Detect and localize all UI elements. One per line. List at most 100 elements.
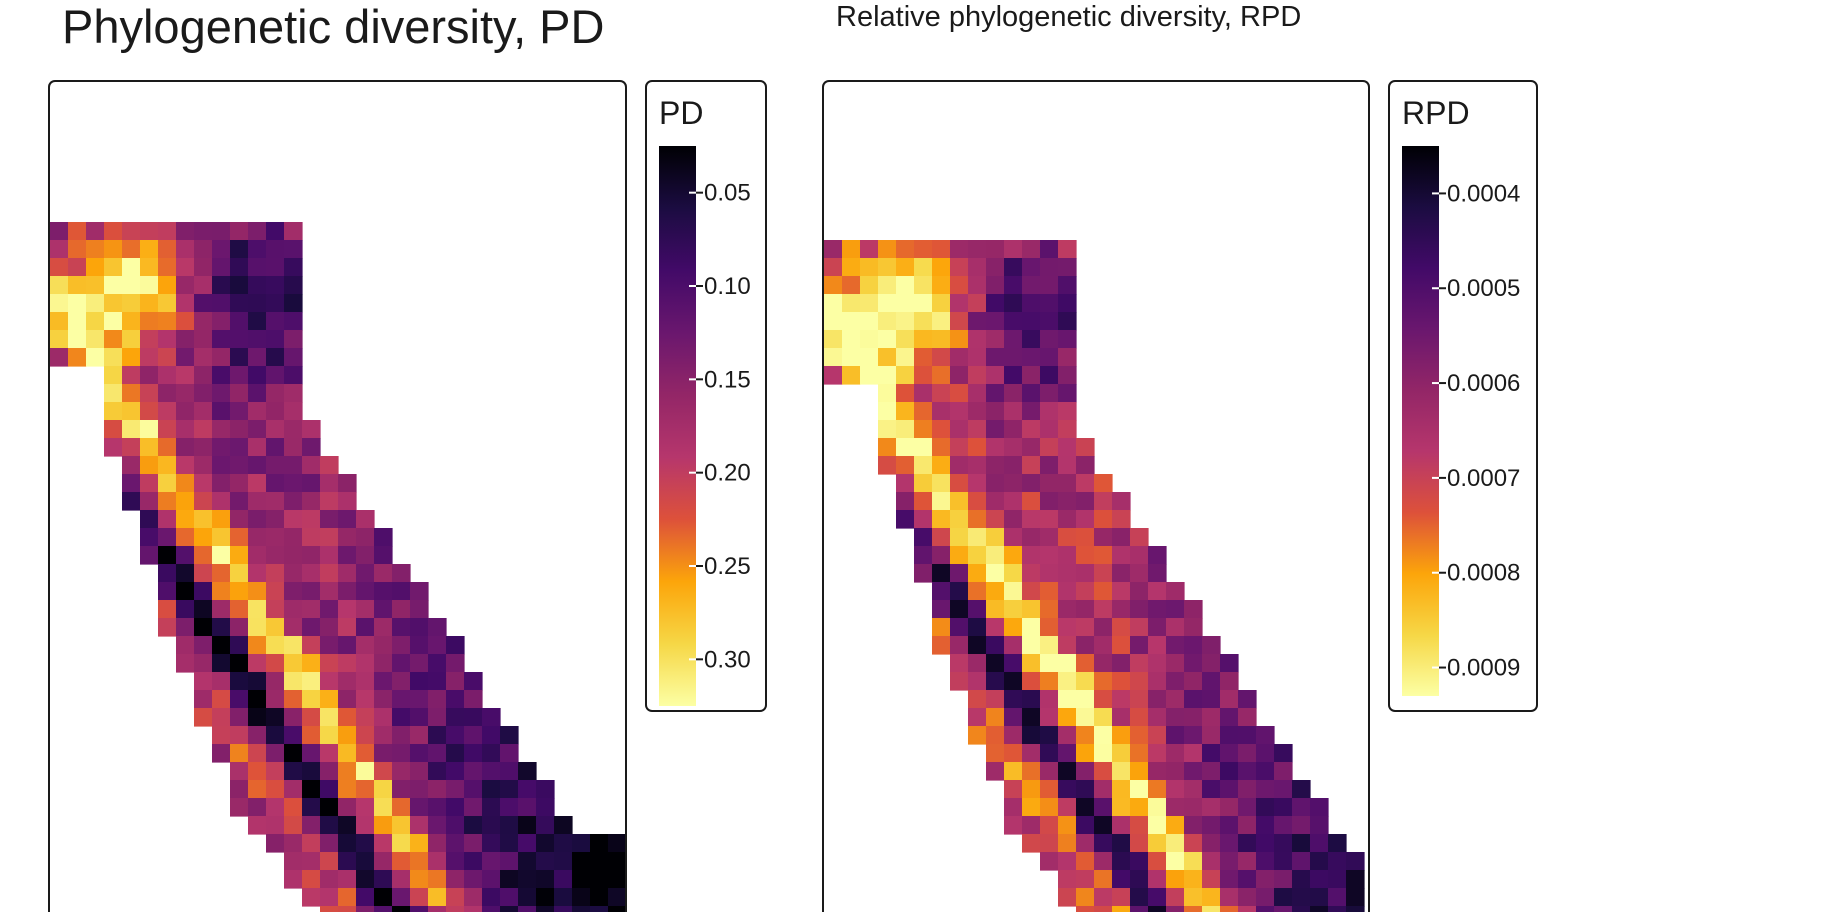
map-cell bbox=[1004, 690, 1023, 709]
map-cell bbox=[284, 726, 303, 745]
map-cell bbox=[122, 438, 141, 457]
map-cell bbox=[1310, 816, 1329, 835]
map-cell bbox=[1130, 672, 1149, 691]
map-cell bbox=[1238, 780, 1257, 799]
map-cell bbox=[968, 600, 987, 619]
map-cell bbox=[1184, 672, 1203, 691]
map-cell bbox=[1310, 834, 1329, 853]
map-cell bbox=[950, 546, 969, 565]
map-cell bbox=[410, 780, 429, 799]
map-cell bbox=[1328, 852, 1347, 871]
map-cell bbox=[1076, 744, 1095, 763]
map-cell bbox=[302, 870, 321, 889]
map-cell bbox=[986, 726, 1005, 745]
map-cell bbox=[266, 564, 285, 583]
map-cell bbox=[932, 276, 951, 295]
map-cell bbox=[338, 474, 357, 493]
map-cell bbox=[194, 312, 213, 331]
map-cell bbox=[212, 402, 231, 421]
map-cell bbox=[428, 852, 447, 871]
map-cell bbox=[158, 546, 177, 565]
map-cell bbox=[986, 546, 1005, 565]
map-cell bbox=[392, 690, 411, 709]
map-cell bbox=[500, 726, 519, 745]
map-cell bbox=[1004, 636, 1023, 655]
map-cell bbox=[1166, 708, 1185, 727]
map-cell bbox=[824, 330, 843, 349]
map-cell bbox=[986, 564, 1005, 583]
map-cell bbox=[482, 708, 501, 727]
map-cell bbox=[140, 276, 159, 295]
map-cell bbox=[986, 744, 1005, 763]
map-cell bbox=[356, 798, 375, 817]
map-cell bbox=[1112, 744, 1131, 763]
map-cell bbox=[248, 582, 267, 601]
map-cell bbox=[194, 546, 213, 565]
map-cell bbox=[1040, 402, 1059, 421]
map-cell bbox=[176, 258, 195, 277]
map-cell bbox=[1328, 906, 1347, 912]
map-cell bbox=[464, 762, 483, 781]
map-cell bbox=[68, 276, 87, 295]
map-cell bbox=[590, 852, 609, 871]
map-cell bbox=[104, 366, 123, 385]
map-cell bbox=[50, 294, 69, 313]
map-cell bbox=[1040, 762, 1059, 781]
map-cell bbox=[338, 546, 357, 565]
colorbar-tick-label: 0.0008 bbox=[1447, 560, 1520, 587]
map-cell bbox=[590, 906, 609, 912]
map-cell bbox=[1022, 276, 1041, 295]
map-cell bbox=[1310, 798, 1329, 817]
map-cell bbox=[518, 852, 537, 871]
map-cell bbox=[968, 402, 987, 421]
map-cell bbox=[410, 762, 429, 781]
map-cell bbox=[1076, 870, 1095, 889]
map-cell bbox=[950, 366, 969, 385]
map-cell bbox=[374, 816, 393, 835]
map-cell bbox=[248, 780, 267, 799]
map-cell bbox=[1040, 312, 1059, 331]
map-cell bbox=[266, 744, 285, 763]
map-cell bbox=[1076, 492, 1095, 511]
map-cell bbox=[176, 456, 195, 475]
pd-heatmap bbox=[50, 222, 625, 912]
map-cell bbox=[1202, 654, 1221, 673]
map-cell bbox=[248, 600, 267, 619]
map-cell bbox=[104, 240, 123, 259]
map-cell bbox=[266, 834, 285, 853]
map-cell bbox=[374, 672, 393, 691]
map-cell bbox=[518, 888, 537, 907]
map-cell bbox=[320, 798, 339, 817]
map-cell bbox=[1040, 636, 1059, 655]
pd-colorbar: 0.05 0.10 0.15 0.20 0.25 0.30 bbox=[659, 146, 751, 706]
map-cell bbox=[860, 240, 879, 259]
map-cell bbox=[1022, 366, 1041, 385]
map-cell bbox=[1058, 762, 1077, 781]
map-cell bbox=[500, 780, 519, 799]
map-cell bbox=[230, 690, 249, 709]
map-cell bbox=[266, 708, 285, 727]
map-cell bbox=[1004, 618, 1023, 637]
map-cell bbox=[338, 816, 357, 835]
map-cell bbox=[914, 492, 933, 511]
map-cell bbox=[1004, 348, 1023, 367]
map-cell bbox=[302, 690, 321, 709]
map-cell bbox=[410, 834, 429, 853]
map-cell bbox=[392, 654, 411, 673]
map-cell bbox=[158, 312, 177, 331]
map-cell bbox=[158, 618, 177, 637]
map-cell bbox=[878, 456, 897, 475]
map-cell bbox=[446, 798, 465, 817]
map-cell bbox=[986, 708, 1005, 727]
map-cell bbox=[338, 708, 357, 727]
map-cell bbox=[1022, 546, 1041, 565]
map-cell bbox=[1112, 708, 1131, 727]
map-cell bbox=[86, 240, 105, 259]
map-cell bbox=[1058, 834, 1077, 853]
map-cell bbox=[968, 654, 987, 673]
map-cell bbox=[1166, 744, 1185, 763]
map-cell bbox=[338, 870, 357, 889]
map-cell bbox=[1256, 888, 1275, 907]
map-cell bbox=[266, 258, 285, 277]
map-cell bbox=[374, 600, 393, 619]
